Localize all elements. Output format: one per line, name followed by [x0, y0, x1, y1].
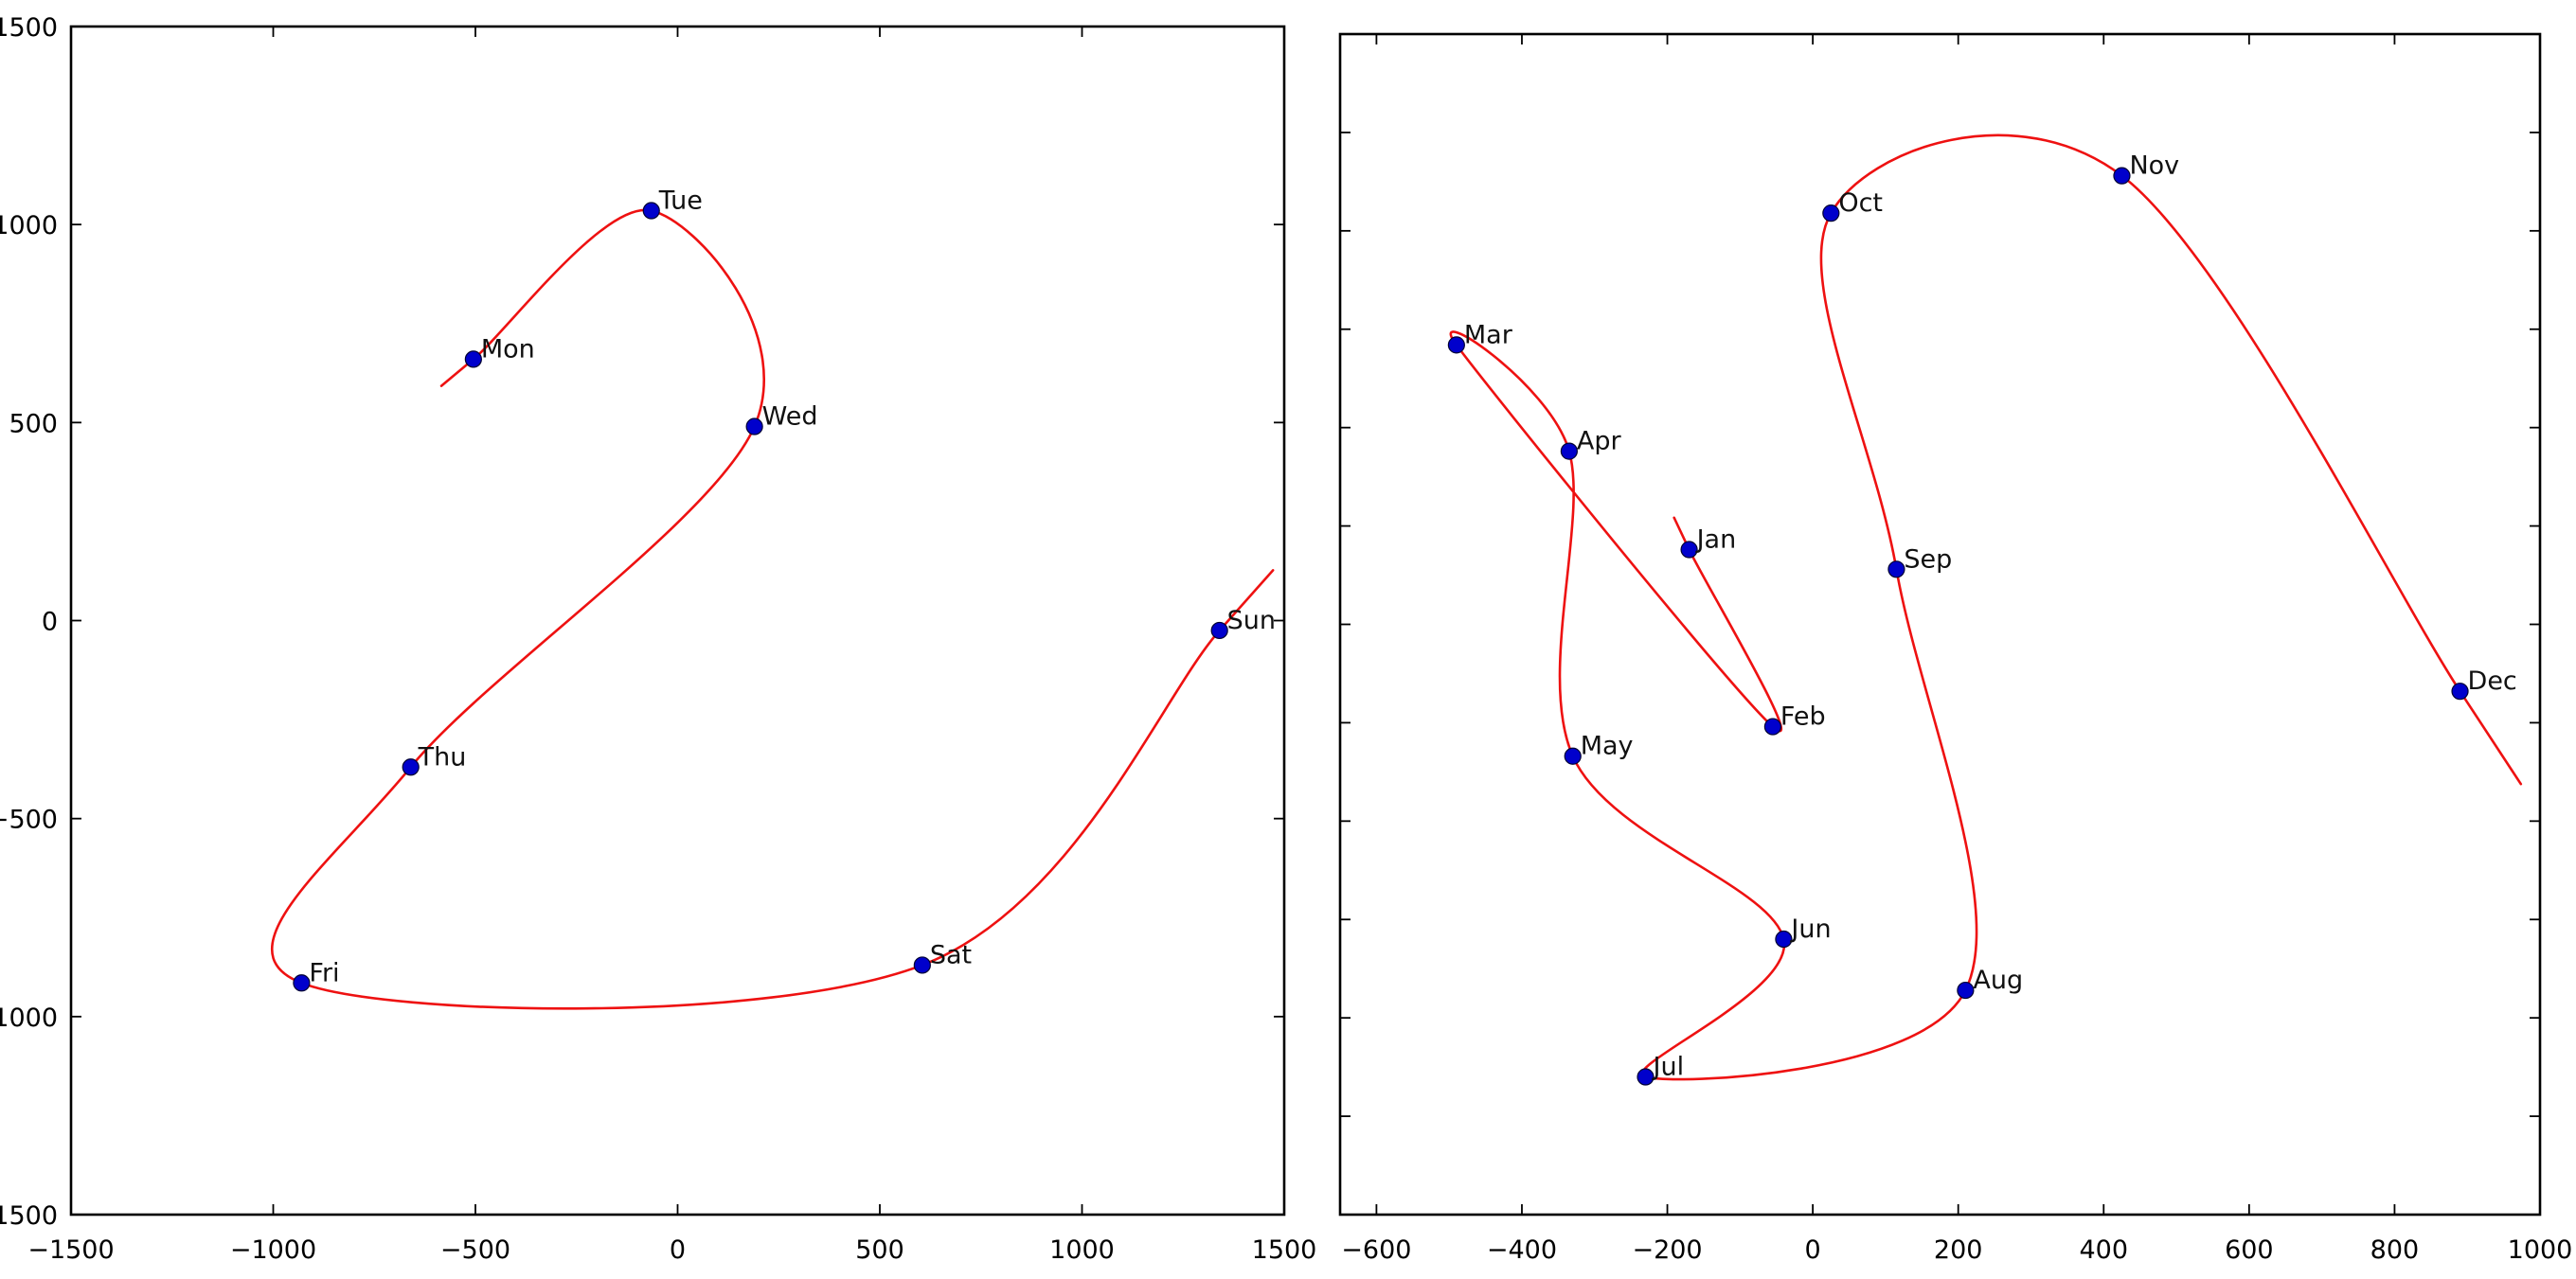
data-point-label: Mon — [481, 334, 535, 364]
data-point-label: Thu — [418, 742, 467, 772]
x-tick-label: −500 — [440, 1235, 510, 1265]
data-point-marker[interactable] — [642, 202, 660, 220]
y-tick-label: 0 — [42, 608, 58, 637]
x-tick-label: −1000 — [230, 1235, 316, 1265]
y-tick-label: 1000 — [0, 211, 58, 240]
y-tick-label: −500 — [0, 806, 58, 835]
data-point-marker[interactable] — [1822, 204, 1840, 222]
axes-panel-1: −1500 −1000 −500 0 500 1000 1500 −1500 −1000 −500… — [0, 13, 1316, 1265]
x-tick-label: 800 — [2370, 1235, 2420, 1265]
data-point-marker[interactable] — [402, 758, 420, 776]
y-tick-label: −1500 — [0, 1201, 58, 1231]
data-point-label: Fri — [309, 958, 339, 987]
x-tick-label: 400 — [2079, 1235, 2128, 1265]
data-point-marker[interactable] — [1564, 747, 1582, 765]
data-point-label: Sun — [1227, 606, 1276, 635]
data-point-label: Sat — [930, 940, 972, 969]
x-tick-label: −200 — [1632, 1235, 1702, 1265]
data-point-label: Tue — [658, 187, 703, 216]
data-point-label: Aug — [1973, 966, 2023, 995]
data-point-marker[interactable] — [1887, 560, 1905, 578]
axes-panel-2: −600 −400 −200 0 200 400 600 800 1000 Jan Feb Mar Ap… — [1338, 32, 2573, 1265]
x-tick-label: −400 — [1487, 1235, 1557, 1265]
data-point-marker[interactable] — [913, 956, 931, 974]
data-point-label: Nov — [2129, 151, 2179, 181]
data-point-marker[interactable] — [1957, 981, 1975, 1000]
data-point-label: Dec — [2468, 666, 2517, 696]
x-tick-label: 1000 — [1049, 1235, 1115, 1265]
data-point-marker[interactable] — [1210, 621, 1228, 640]
x-tick-label: 0 — [670, 1235, 686, 1265]
x-tick-label: 500 — [855, 1235, 904, 1265]
data-point-marker[interactable] — [2113, 167, 2131, 185]
data-point-marker[interactable] — [1775, 930, 1793, 949]
data-point-marker[interactable] — [293, 974, 311, 992]
y-tick-label: −1000 — [0, 1004, 58, 1033]
x-tick-label: −1500 — [27, 1235, 114, 1265]
data-point-label: Wed — [762, 402, 818, 432]
x-tick-label: 1500 — [1252, 1235, 1317, 1265]
data-point-label: Feb — [1780, 702, 1826, 732]
x-tick-label: 200 — [1934, 1235, 1983, 1265]
data-point-marker[interactable] — [1447, 336, 1465, 354]
data-point-label: Oct — [1838, 188, 1883, 218]
data-point-label: Apr — [1577, 427, 1622, 456]
data-point-label: Sep — [1904, 544, 1952, 574]
data-point-label: Jan — [1695, 525, 1737, 555]
data-point-marker[interactable] — [1637, 1068, 1655, 1086]
data-point-marker[interactable] — [464, 350, 482, 368]
axes-frame — [1338, 32, 2542, 1217]
data-point-marker[interactable] — [1560, 442, 1578, 460]
data-point-marker[interactable] — [2451, 683, 2469, 701]
x-tick-label: 1000 — [2508, 1235, 2573, 1265]
data-point-label: Mar — [1464, 320, 1513, 349]
data-point-marker[interactable] — [1680, 541, 1698, 559]
data-point-label: Jul — [1652, 1053, 1685, 1082]
x-tick-label: 0 — [1805, 1235, 1821, 1265]
data-curve — [1449, 133, 2523, 1081]
y-tick-label: 500 — [9, 409, 58, 438]
x-tick-label: 600 — [2225, 1235, 2274, 1265]
data-point-marker[interactable] — [1763, 718, 1781, 736]
data-point-label: May — [1581, 732, 1634, 761]
data-point-marker[interactable] — [745, 417, 763, 435]
data-point-label: Jun — [1789, 915, 1831, 944]
y-tick-label: 1500 — [0, 13, 58, 43]
data-curve — [270, 208, 1275, 1010]
x-tick-label: −600 — [1341, 1235, 1411, 1265]
